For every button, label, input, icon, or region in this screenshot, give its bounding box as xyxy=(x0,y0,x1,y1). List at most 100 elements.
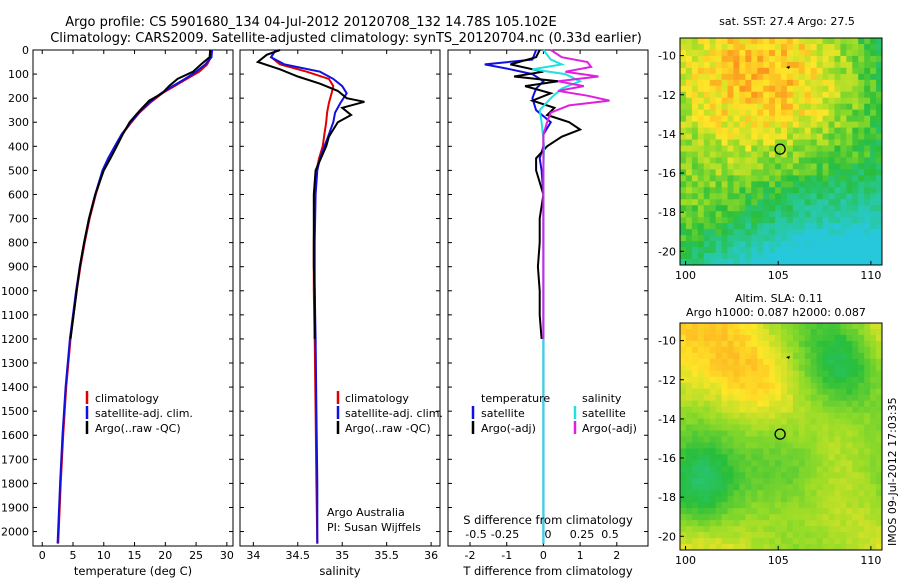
heatmap-cell xyxy=(763,217,770,224)
heatmap-cell xyxy=(680,187,687,194)
series-line-satellite-adj-clim- xyxy=(56,49,214,544)
x-tick-label: 2 xyxy=(613,549,620,562)
heatmap-cell xyxy=(876,484,882,491)
heatmap-cell xyxy=(775,169,782,176)
heatmap-cell xyxy=(727,38,735,45)
heatmap-cell xyxy=(828,496,836,503)
heatmap-cell xyxy=(691,436,699,444)
heatmap-cell xyxy=(745,127,752,135)
heatmap-cell xyxy=(733,199,741,206)
heatmap-cell xyxy=(703,91,711,99)
heatmap-cell xyxy=(870,211,877,218)
heatmap-cell xyxy=(870,199,877,206)
heatmap-cell xyxy=(775,334,782,342)
heatmap-cell xyxy=(792,145,800,153)
heatmap-cell xyxy=(810,388,818,396)
heatmap-cell xyxy=(733,217,741,224)
heatmap-cell xyxy=(757,199,764,206)
heatmap-cell xyxy=(858,340,865,348)
heatmap-cell xyxy=(876,364,882,372)
heatmap-cell xyxy=(786,406,794,414)
heatmap-cell xyxy=(876,55,882,63)
heatmap-cell xyxy=(822,205,830,212)
heatmap-cell xyxy=(721,442,729,450)
heatmap-cell xyxy=(715,199,723,206)
heatmap-cell xyxy=(691,259,699,265)
heatmap-cell xyxy=(781,478,788,485)
heatmap-cell xyxy=(804,490,812,497)
heatmap-cell xyxy=(703,133,711,141)
heatmap-cell xyxy=(864,187,871,194)
heatmap-cell xyxy=(680,55,687,63)
heatmap-cell xyxy=(846,247,853,254)
heatmap-cell xyxy=(691,484,699,491)
heatmap-cell xyxy=(721,61,729,69)
heatmap-cell xyxy=(834,169,842,176)
heatmap-cell xyxy=(727,376,735,384)
heatmap-cell xyxy=(786,133,794,141)
heatmap-cell xyxy=(751,358,758,366)
heatmap-cell xyxy=(852,163,859,171)
heatmap-cell xyxy=(715,520,723,527)
heatmap-cell xyxy=(804,323,812,330)
heatmap-cell xyxy=(697,460,705,467)
heatmap-cell xyxy=(727,418,735,426)
heatmap-cell xyxy=(792,526,800,533)
heatmap-cell xyxy=(709,442,717,450)
heatmap-cell xyxy=(763,199,770,206)
heatmap-cell xyxy=(745,412,752,420)
heatmap-cell xyxy=(822,388,830,396)
heatmap-cell xyxy=(769,38,776,45)
heatmap-cell xyxy=(846,418,853,426)
heatmap-cell xyxy=(781,418,788,426)
heatmap-cell xyxy=(757,151,764,159)
heatmap-cell xyxy=(852,364,859,372)
heatmap-cell xyxy=(864,436,871,444)
heatmap-cell xyxy=(685,544,693,550)
heatmap-cell xyxy=(810,73,818,81)
sla-map-title: Altim. SLA: 0.11 xyxy=(735,292,823,305)
heatmap-cell xyxy=(703,121,711,129)
heatmap-cell xyxy=(745,133,752,141)
heatmap-cell xyxy=(745,448,752,456)
heatmap-cell xyxy=(680,323,687,330)
heatmap-cell xyxy=(810,460,818,467)
heatmap-cell xyxy=(709,181,717,188)
heatmap-cell xyxy=(870,91,877,99)
heatmap-cell xyxy=(763,460,770,467)
heatmap-cell xyxy=(697,85,705,93)
heatmap-cell xyxy=(810,454,818,461)
heatmap-cell xyxy=(703,454,711,461)
heatmap-cell xyxy=(775,436,782,444)
legend-climatology-label: climatology xyxy=(95,392,159,405)
heatmap-cell xyxy=(703,67,711,75)
heatmap-cell xyxy=(834,247,842,254)
heatmap-cell xyxy=(739,382,746,390)
heatmap-cell xyxy=(852,157,859,165)
heatmap-cell xyxy=(733,181,741,188)
legend-argo-label: Argo(..raw -QC) xyxy=(95,422,181,435)
heatmap-cell xyxy=(846,472,853,479)
heatmap-cell xyxy=(757,412,764,420)
heatmap-cell xyxy=(786,253,794,260)
heatmap-cell xyxy=(685,430,693,438)
depth-tick-label: 1400 xyxy=(1,381,29,394)
heatmap-cell xyxy=(846,97,853,105)
heatmap-cell xyxy=(822,127,830,135)
heatmap-cell xyxy=(810,67,818,75)
heatmap-cell xyxy=(727,223,735,230)
heatmap-cell xyxy=(745,97,752,105)
heatmap-cell xyxy=(721,253,729,260)
heatmap-cell xyxy=(685,187,693,194)
heatmap-cell xyxy=(763,181,770,188)
heatmap-cell xyxy=(816,91,824,99)
heatmap-cell xyxy=(727,538,735,545)
heatmap-cell xyxy=(709,424,717,432)
heatmap-cell xyxy=(870,442,877,450)
heatmap-cell xyxy=(715,544,723,550)
heatmap-cell xyxy=(864,412,871,420)
heatmap-cell xyxy=(792,217,800,224)
heatmap-cell xyxy=(739,478,746,485)
heatmap-cell xyxy=(715,73,723,81)
heatmap-cell xyxy=(876,400,882,408)
